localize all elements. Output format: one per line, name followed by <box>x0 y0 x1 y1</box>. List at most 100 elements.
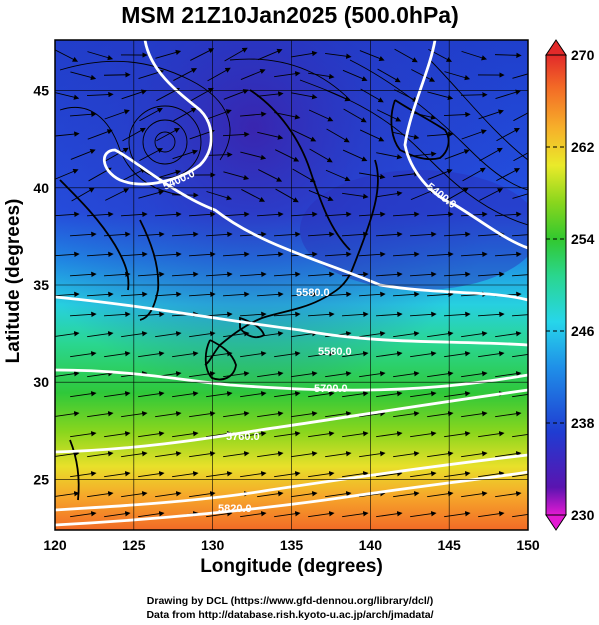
wind-arrow <box>205 151 233 158</box>
wind-arrow <box>495 491 522 498</box>
wind-arrow <box>223 411 250 418</box>
korea-coast <box>139 219 160 321</box>
wind-arrow <box>139 148 163 162</box>
plot-frame <box>54 39 529 531</box>
wind-arrow <box>495 411 522 418</box>
y-tick-label: 40 <box>33 180 49 196</box>
wind-arrow <box>103 311 131 318</box>
wind-arrow <box>358 211 386 218</box>
wind-arrow <box>494 211 522 218</box>
wind-arrow <box>409 311 437 318</box>
wind-arrow <box>444 391 471 398</box>
wind-arrow <box>394 48 418 63</box>
wind-arrow <box>256 251 284 258</box>
wind-arrow <box>155 331 182 338</box>
wind-arrow <box>342 471 369 478</box>
wind-arrow <box>426 291 454 298</box>
wind-arrow <box>223 331 250 338</box>
wind-arrow <box>256 291 284 298</box>
wind-arrow <box>427 371 454 378</box>
wind-arrow <box>274 351 301 358</box>
wind-arrow <box>138 189 165 199</box>
wind-arrow <box>494 251 522 258</box>
wind-arrow <box>495 331 522 338</box>
wind-arrow <box>426 251 454 258</box>
wind-arrow <box>239 231 267 238</box>
wind-arrow <box>461 371 488 378</box>
wind-arrow <box>138 351 165 358</box>
wind-arrow <box>427 451 454 458</box>
wind-arrow <box>477 311 505 318</box>
wind-arrow <box>206 431 233 438</box>
wind-arrow <box>258 169 283 182</box>
contour-label: 5700.0 <box>314 383 348 395</box>
contour-line <box>55 470 528 527</box>
wind-arrow <box>104 431 131 438</box>
wind-arrow <box>274 511 301 518</box>
wind-arrow <box>444 71 471 81</box>
wind-arrow <box>138 431 165 438</box>
wind-arrow <box>342 391 369 398</box>
wind-arrow <box>240 471 267 478</box>
wind-arrow <box>104 351 131 358</box>
wind-arrow <box>257 131 284 140</box>
wind-arrow <box>410 471 437 478</box>
wind-arrow <box>71 187 95 202</box>
contour-label: 5580.0 <box>318 346 352 358</box>
wind-arrow <box>392 251 420 258</box>
wind-arrow <box>240 511 267 518</box>
wind-arrow <box>86 251 114 258</box>
wind-arrow <box>55 331 80 337</box>
wind-arrow <box>358 251 386 258</box>
wind-arrow <box>205 271 233 278</box>
y-axis-label-text: Latitude (degrees) <box>3 198 24 364</box>
wind-arrow <box>461 50 488 61</box>
wind-arrow <box>495 371 522 378</box>
wind-arrow <box>120 251 148 258</box>
wind-arrow <box>291 491 318 498</box>
wind-arrow <box>173 68 198 81</box>
wind-arrow <box>512 73 528 79</box>
wind-arrow <box>325 491 352 498</box>
wind-arrow <box>359 50 385 61</box>
streamline <box>59 60 231 161</box>
colorbar-min-arrow <box>545 514 567 531</box>
hokkaido-coast <box>390 99 450 161</box>
wind-arrow <box>427 491 454 498</box>
wind-arrow <box>155 169 182 179</box>
wind-arrow <box>359 411 386 418</box>
wind-arrow <box>410 431 437 438</box>
wind-arrow <box>392 211 420 218</box>
wind-arrow <box>376 351 403 358</box>
wind-streamlines <box>55 47 528 518</box>
wind-arrow <box>292 168 316 183</box>
wind-arrow <box>443 271 471 278</box>
wind-arrow <box>139 107 163 122</box>
wind-arrow <box>342 351 369 358</box>
wind-arrow <box>377 109 402 122</box>
x-tick-label: 125 <box>122 537 146 553</box>
wind-arrow <box>376 471 403 478</box>
wind-arrow <box>443 111 471 118</box>
wind-arrow <box>86 211 114 218</box>
wind-arrow <box>69 271 97 278</box>
streamline <box>429 59 528 161</box>
wind-arrow <box>171 271 199 278</box>
wind-arrow <box>512 393 528 398</box>
wind-arrow <box>274 391 301 398</box>
wind-arrow <box>343 108 367 123</box>
china-coast <box>59 179 130 291</box>
wind-arrow <box>189 331 216 338</box>
wind-arrow <box>376 152 403 160</box>
wind-arrow <box>359 129 385 142</box>
wind-arrow <box>325 371 352 378</box>
wind-arrow <box>257 371 284 378</box>
contour-line <box>55 388 528 454</box>
wind-arrow <box>188 291 216 298</box>
wind-arrow <box>443 231 471 238</box>
wind-arrow <box>291 451 318 458</box>
wind-arrow <box>120 211 148 218</box>
wind-arrow <box>461 491 488 498</box>
wind-arrow <box>511 314 528 317</box>
wind-arrow <box>273 231 301 238</box>
